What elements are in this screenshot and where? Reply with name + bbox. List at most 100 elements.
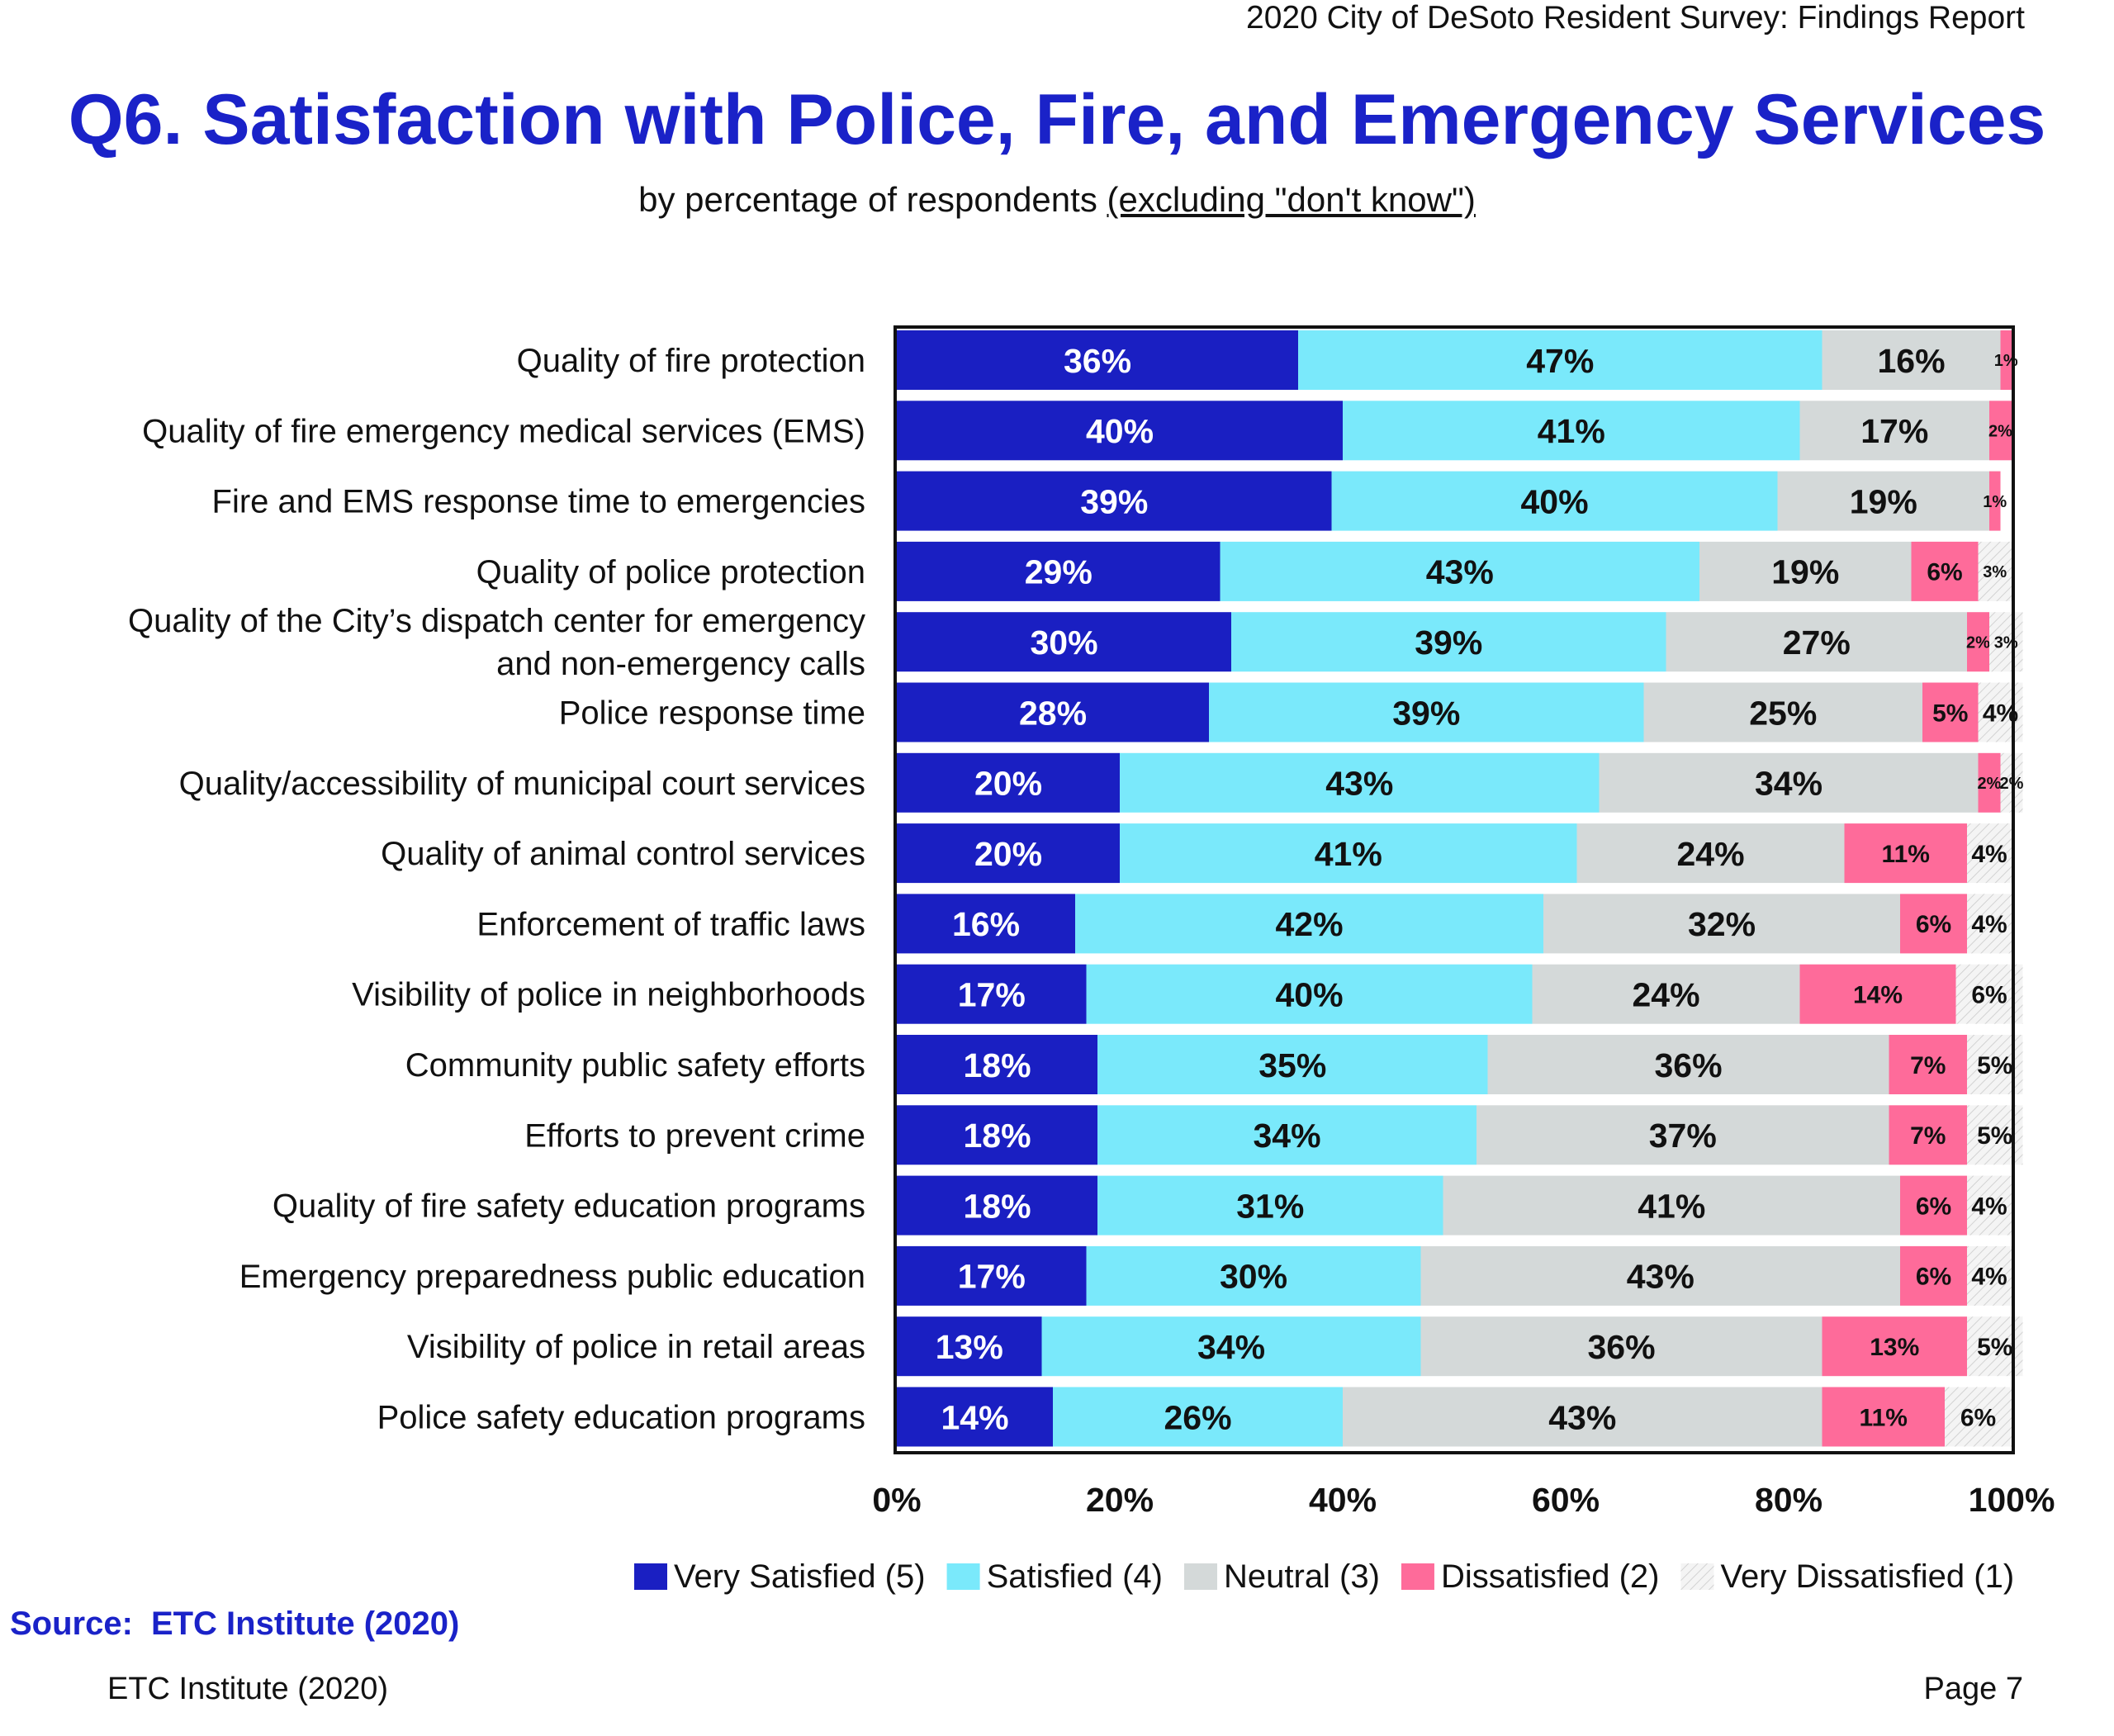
bar-segment-satisfied-4: [1331, 471, 1778, 531]
legend-swatch: [946, 1563, 980, 1590]
category-labels: Quality of fire protection Quality of fir…: [128, 343, 865, 1436]
data-label-neutral-3: 19%: [1850, 482, 1917, 520]
data-label-satisfied-4: 31%: [1236, 1187, 1304, 1225]
data-label-dissatisfied-2: 6%: [1916, 1193, 1951, 1220]
category-label: Fire and EMS response time to emergencie…: [212, 484, 865, 520]
data-label-very-satisfied-5: 17%: [958, 1258, 1026, 1296]
data-label-very-satisfied-5: 36%: [1064, 342, 1131, 380]
category-label: Enforcement of traffic laws: [476, 906, 865, 942]
bar-segment-dissatisfied-2: [1822, 1387, 1945, 1447]
data-label-dissatisfied-2: 1%: [1983, 493, 2007, 511]
data-label-neutral-3: 43%: [1627, 1258, 1695, 1296]
bar-segment-dissatisfied-2: [1989, 471, 2001, 531]
data-label-dissatisfied-2: 14%: [1853, 982, 1903, 1009]
bar-segment-very-satisfied-5: [897, 752, 1120, 813]
bar-segment-satisfied-4: [1220, 541, 1699, 601]
x-tick-label: 80%: [1755, 1481, 1822, 1519]
legend-label: Very Dissatisfied (1): [1720, 1558, 2014, 1595]
data-label-neutral-3: 24%: [1676, 835, 1744, 873]
bar-segment-very-satisfied-5: [897, 1387, 1053, 1447]
x-tick-label: 20%: [1086, 1481, 1154, 1519]
legend-swatch: [634, 1563, 667, 1590]
data-label-neutral-3: 19%: [1771, 553, 1839, 591]
category-label: Quality of fire protection: [517, 343, 865, 379]
report-header: 2020 City of DeSoto Resident Survey: Fin…: [1246, 0, 2025, 36]
data-label-satisfied-4: 34%: [1197, 1328, 1265, 1366]
bar-segment-very-satisfied-5: [897, 1316, 1042, 1377]
bar-segment-neutral-3: [1543, 894, 1900, 954]
x-axis-ticks: 0% 20% 40% 60% 80% 100%: [872, 1481, 2055, 1519]
data-label-very-satisfied-5: 40%: [1086, 412, 1154, 450]
bar-segment-neutral-3: [1822, 330, 2001, 390]
bar-segment-satisfied-4: [1086, 1245, 1421, 1306]
data-label-very-satisfied-5: 13%: [936, 1328, 1003, 1366]
category-label: and non-emergency calls: [496, 646, 865, 682]
bar-segment-dissatisfied-2: [1889, 1105, 1967, 1165]
legend-label: Very Satisfied (5): [674, 1558, 926, 1595]
data-label-very-dissatisfied-1: 5%: [1977, 1052, 2012, 1079]
bar-segment-very-satisfied-5: [897, 1175, 1097, 1236]
bar-segment-very-dissatisfied-1: [1978, 541, 2012, 601]
x-tick-label: 60%: [1532, 1481, 1600, 1519]
bar-segment-dissatisfied-2: [1900, 894, 1967, 954]
data-label-very-dissatisfied-1: 4%: [1971, 841, 2007, 868]
page-subtitle: by percentage of respondents (excluding …: [0, 180, 2114, 220]
data-label-very-satisfied-5: 18%: [963, 1187, 1031, 1225]
bar-segment-satisfied-4: [1097, 1105, 1476, 1165]
data-label-satisfied-4: 40%: [1520, 482, 1588, 520]
category-label: Visibility of police in retail areas: [407, 1329, 865, 1365]
category-label: Quality of fire safety education program…: [273, 1188, 865, 1225]
bar-segment-very-satisfied-5: [897, 1245, 1087, 1306]
bar-segment-satisfied-4: [1120, 823, 1577, 884]
data-label-neutral-3: 36%: [1587, 1328, 1655, 1366]
data-label-very-dissatisfied-1: 5%: [1977, 1334, 2012, 1361]
category-label: Quality of fire emergency medical servic…: [142, 413, 865, 449]
bar-segment-very-satisfied-5: [897, 401, 1343, 461]
data-label-very-dissatisfied-1: 6%: [1960, 1404, 1996, 1431]
data-label-dissatisfied-2: 5%: [1932, 700, 1968, 727]
bar-segment-neutral-3: [1777, 471, 1989, 531]
subtitle-note: (excluding "don't know"): [1107, 180, 1476, 219]
bar-segment-neutral-3: [1532, 964, 1800, 1024]
category-label: Quality/accessibility of municipal court…: [179, 766, 865, 802]
legend-swatch: [1680, 1563, 1714, 1590]
bar-segment-neutral-3: [1666, 612, 1967, 672]
data-label-neutral-3: 27%: [1783, 624, 1851, 662]
bar-segment-satisfied-4: [1086, 964, 1533, 1024]
data-label-satisfied-4: 35%: [1258, 1046, 1326, 1084]
legend-label: Dissatisfied (2): [1441, 1558, 1660, 1595]
data-label-satisfied-4: 43%: [1325, 765, 1393, 803]
data-label-neutral-3: 36%: [1654, 1046, 1722, 1084]
bar-segment-dissatisfied-2: [1967, 612, 1989, 672]
bar-segment-neutral-3: [1576, 823, 1845, 884]
category-label: Efforts to prevent crime: [524, 1117, 865, 1154]
bar-segment-very-dissatisfied-1: [1967, 1245, 2012, 1306]
bar-segment-satisfied-4: [1298, 330, 1822, 390]
bar-segment-dissatisfied-2: [1822, 1316, 1967, 1377]
category-label: Community public safety efforts: [405, 1047, 865, 1084]
category-label: Quality of animal control services: [381, 836, 865, 872]
category-label: Police response time: [559, 695, 865, 732]
data-label-very-satisfied-5: 18%: [963, 1046, 1031, 1084]
bar-segment-neutral-3: [1643, 682, 1922, 742]
data-label-dissatisfied-2: 6%: [1927, 559, 1962, 586]
bar-segment-very-satisfied-5: [897, 1035, 1097, 1094]
data-label-satisfied-4: 47%: [1526, 342, 1594, 380]
category-label: Emergency preparedness public education: [239, 1259, 865, 1295]
data-label-very-satisfied-5: 17%: [958, 975, 1026, 1013]
category-label: Quality of the City’s dispatch center fo…: [128, 603, 865, 639]
data-label-dissatisfied-2: 6%: [1916, 1264, 1951, 1291]
bar-segment-satisfied-4: [1097, 1035, 1488, 1094]
bar-segment-dissatisfied-2: [1844, 823, 1967, 884]
data-label-neutral-3: 41%: [1638, 1187, 1705, 1225]
data-label-satisfied-4: 42%: [1275, 905, 1343, 943]
source-value: ETC Institute (2020): [150, 1606, 460, 1642]
bar-segment-satisfied-4: [1209, 682, 1644, 742]
bar-segment-satisfied-4: [1120, 752, 1600, 813]
bar-segment-very-satisfied-5: [897, 330, 1298, 390]
footer-left: ETC Institute (2020): [107, 1672, 389, 1706]
bar-segment-satisfied-4: [1231, 612, 1666, 672]
data-label-satisfied-4: 39%: [1415, 624, 1482, 662]
data-label-very-dissatisfied-1: 5%: [1977, 1122, 2012, 1150]
